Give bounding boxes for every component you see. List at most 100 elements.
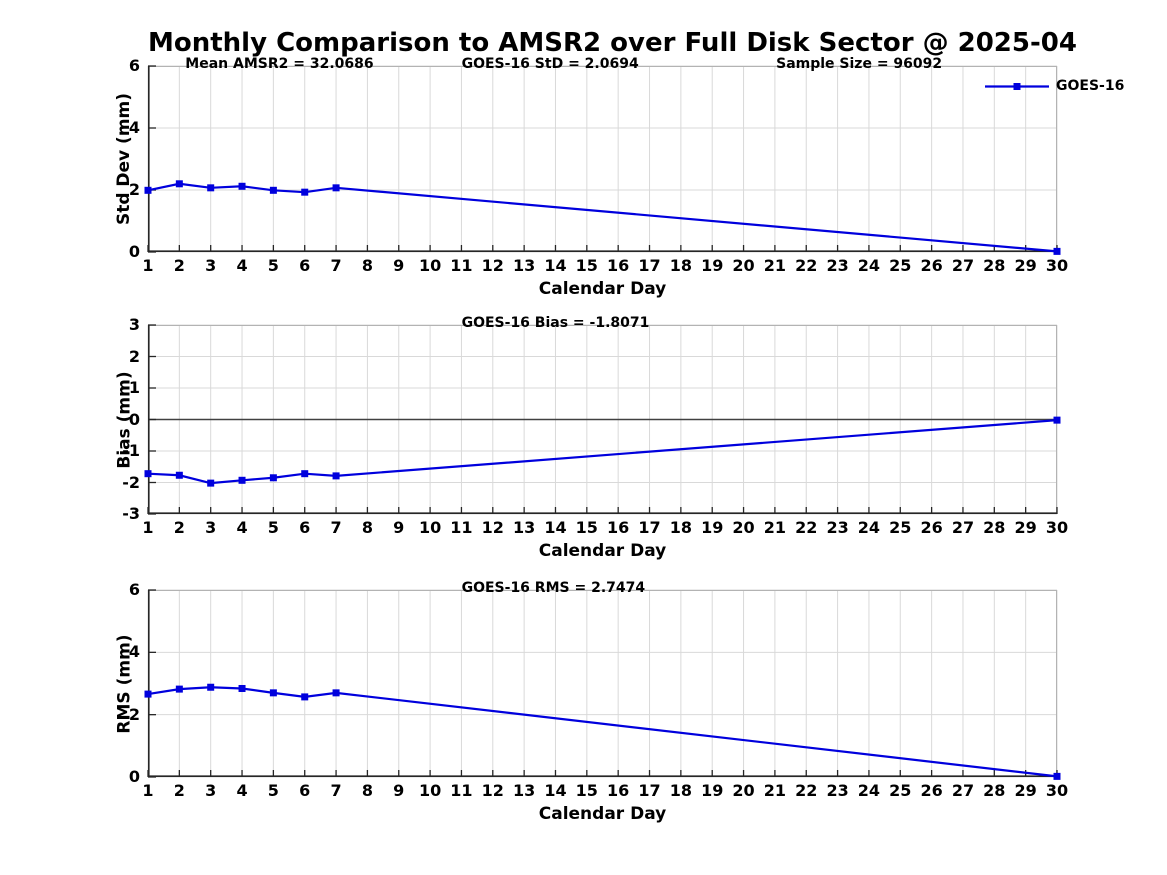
data-point-marker — [1053, 416, 1061, 424]
data-point-marker — [332, 689, 340, 697]
data-point-marker — [175, 180, 183, 188]
x-tick-label: 24 — [857, 781, 881, 800]
x-tick-label: 7 — [330, 518, 342, 537]
x-tick-label: 28 — [983, 781, 1006, 800]
x-tick-label: 1 — [142, 781, 154, 800]
x-tick-label: 4 — [236, 518, 248, 537]
x-tick-label: 13 — [512, 518, 536, 537]
y-tick-label: 2 — [128, 346, 140, 366]
x-tick-label: 21 — [763, 781, 787, 800]
annotation-stddev: Mean AMSR2 = 32.0686 — [185, 56, 374, 72]
subplot-bias — [144, 324, 1061, 515]
x-tick-label: 4 — [236, 256, 248, 275]
x-tick-label: 2 — [173, 518, 185, 537]
x-tick-label: 24 — [857, 256, 881, 275]
x-tick-label: 13 — [512, 256, 536, 275]
x-tick-label: 30 — [1045, 256, 1069, 275]
x-tick-label: 12 — [481, 256, 504, 275]
legend-marker-icon — [1013, 82, 1021, 90]
y-tick-label: 3 — [128, 315, 140, 334]
x-tick-label: 23 — [826, 256, 849, 275]
x-tick-label: 10 — [418, 256, 442, 275]
data-point-marker — [269, 186, 277, 194]
x-tick-label: 3 — [205, 256, 217, 275]
y-tick-label: 0 — [128, 767, 140, 786]
x-tick-label: 7 — [330, 781, 342, 800]
x-tick-label: 5 — [267, 781, 279, 800]
x-tick-label: 11 — [450, 518, 473, 537]
x-tick-label: 11 — [450, 781, 473, 800]
data-point-marker — [144, 690, 152, 698]
x-tick-label: 18 — [669, 256, 692, 275]
x-tick-label: 21 — [763, 256, 787, 275]
x-tick-label: 14 — [544, 781, 567, 800]
y-axis-label: Std Dev (mm) — [114, 92, 134, 226]
y-tick-label: -3 — [122, 504, 140, 523]
x-tick-label: 19 — [701, 781, 724, 800]
x-tick-label: 11 — [450, 256, 473, 275]
x-tick-label: 14 — [544, 256, 567, 275]
x-tick-label: 6 — [299, 256, 311, 275]
x-tick-label: 10 — [418, 781, 442, 800]
x-tick-label: 6 — [299, 518, 311, 537]
x-tick-label: 25 — [889, 256, 912, 275]
data-point-marker — [1053, 247, 1061, 255]
y-tick-label: 0 — [128, 409, 140, 429]
x-tick-label: 2 — [173, 256, 185, 275]
x-tick-label: 22 — [795, 518, 818, 537]
x-tick-label: 20 — [732, 781, 755, 800]
x-tick-label: 3 — [205, 518, 217, 537]
data-point-marker — [144, 186, 152, 194]
data-point-marker — [144, 470, 152, 478]
y-tick-label: 4 — [128, 118, 140, 137]
x-tick-label: 20 — [732, 518, 755, 537]
x-tick-label: 9 — [393, 781, 405, 800]
y-tick-label: -1 — [122, 441, 140, 460]
data-point-marker — [238, 684, 246, 692]
x-tick-label: 8 — [361, 256, 373, 275]
x-tick-label: 24 — [857, 518, 881, 537]
x-tick-label: 13 — [512, 781, 536, 800]
x-tick-label: 1 — [142, 256, 154, 275]
x-tick-label: 17 — [638, 256, 661, 275]
legend: GOES-16 — [985, 78, 1124, 94]
x-tick-label: 16 — [607, 781, 630, 800]
x-tick-label: 17 — [638, 781, 661, 800]
x-tick-label: 5 — [267, 518, 279, 537]
data-point-marker — [238, 182, 246, 190]
x-tick-label: 22 — [795, 781, 818, 800]
x-tick-label: 5 — [267, 256, 279, 275]
y-tick-label: 6 — [128, 56, 140, 75]
x-tick-label: 9 — [393, 256, 405, 275]
x-tick-label: 8 — [361, 518, 373, 537]
data-point-marker — [207, 683, 215, 691]
x-tick-label: 18 — [669, 518, 692, 537]
legend-line-icon — [985, 82, 1049, 90]
x-tick-label: 1 — [142, 518, 154, 537]
y-axis-label: RMS (mm) — [114, 633, 134, 734]
x-tick-label: 19 — [701, 256, 724, 275]
y-tick-label: -2 — [122, 472, 140, 492]
y-tick-label: 2 — [128, 704, 140, 724]
x-tick-label: 14 — [544, 518, 567, 537]
x-tick-label: 15 — [575, 518, 598, 537]
GOES-16-line — [147, 182, 1058, 253]
data-point-marker — [269, 474, 277, 482]
y-tick-label: 4 — [128, 642, 140, 662]
x-tick-label: 15 — [575, 256, 598, 275]
data-point-marker — [301, 693, 309, 701]
data-point-marker — [332, 472, 340, 480]
data-point-marker — [269, 689, 277, 697]
x-tick-label: 25 — [889, 781, 912, 800]
x-tick-label: 15 — [575, 781, 598, 800]
x-tick-label: 12 — [481, 518, 504, 537]
x-tick-label: 28 — [983, 256, 1006, 275]
x-tick-label: 26 — [920, 518, 943, 537]
x-tick-label: 8 — [361, 781, 373, 800]
annotation-rms: GOES-16 RMS = 2.7474 — [461, 580, 646, 596]
x-tick-label: 27 — [951, 518, 975, 537]
data-point-marker — [175, 685, 183, 693]
x-tick-label: 29 — [1014, 781, 1037, 800]
x-tick-label: 4 — [236, 781, 248, 800]
